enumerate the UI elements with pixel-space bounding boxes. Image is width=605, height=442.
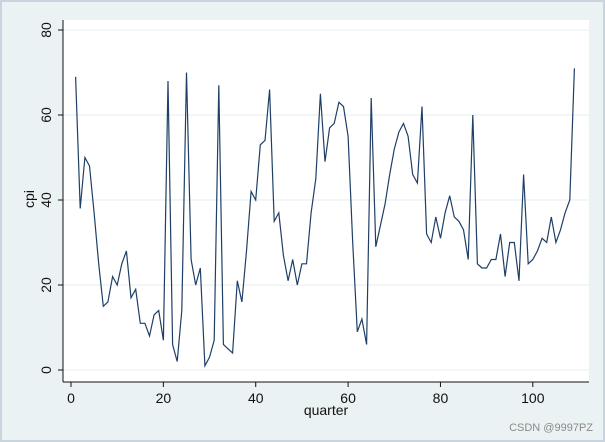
y-axis-title: cpi (21, 190, 37, 208)
y-tick-label-80: 80 (38, 22, 54, 38)
series-line-cpi (75, 68, 575, 368)
x-tick-label-100: 100 (521, 390, 545, 406)
ticks: 0 20 40 60 80 0 20 40 60 80 100 (38, 22, 545, 406)
x-tick-label-80: 80 (433, 390, 449, 406)
x-tick-label-20: 20 (156, 390, 172, 406)
y-tick-label-0: 0 (38, 366, 54, 374)
y-tick-label-20: 20 (38, 277, 54, 293)
y-tick-label-40: 40 (38, 192, 54, 208)
x-axis-title: quarter (304, 402, 349, 418)
axes (62, 20, 589, 383)
x-tick-label-0: 0 (67, 390, 75, 406)
y-tick-label-60: 60 (38, 107, 54, 123)
watermark: CSDN @9997PZ (509, 422, 593, 434)
x-tick-label-40: 40 (248, 390, 264, 406)
plot-area (63, 20, 589, 382)
x-tick-label-60: 60 (340, 390, 356, 406)
gridlines (63, 29, 589, 371)
